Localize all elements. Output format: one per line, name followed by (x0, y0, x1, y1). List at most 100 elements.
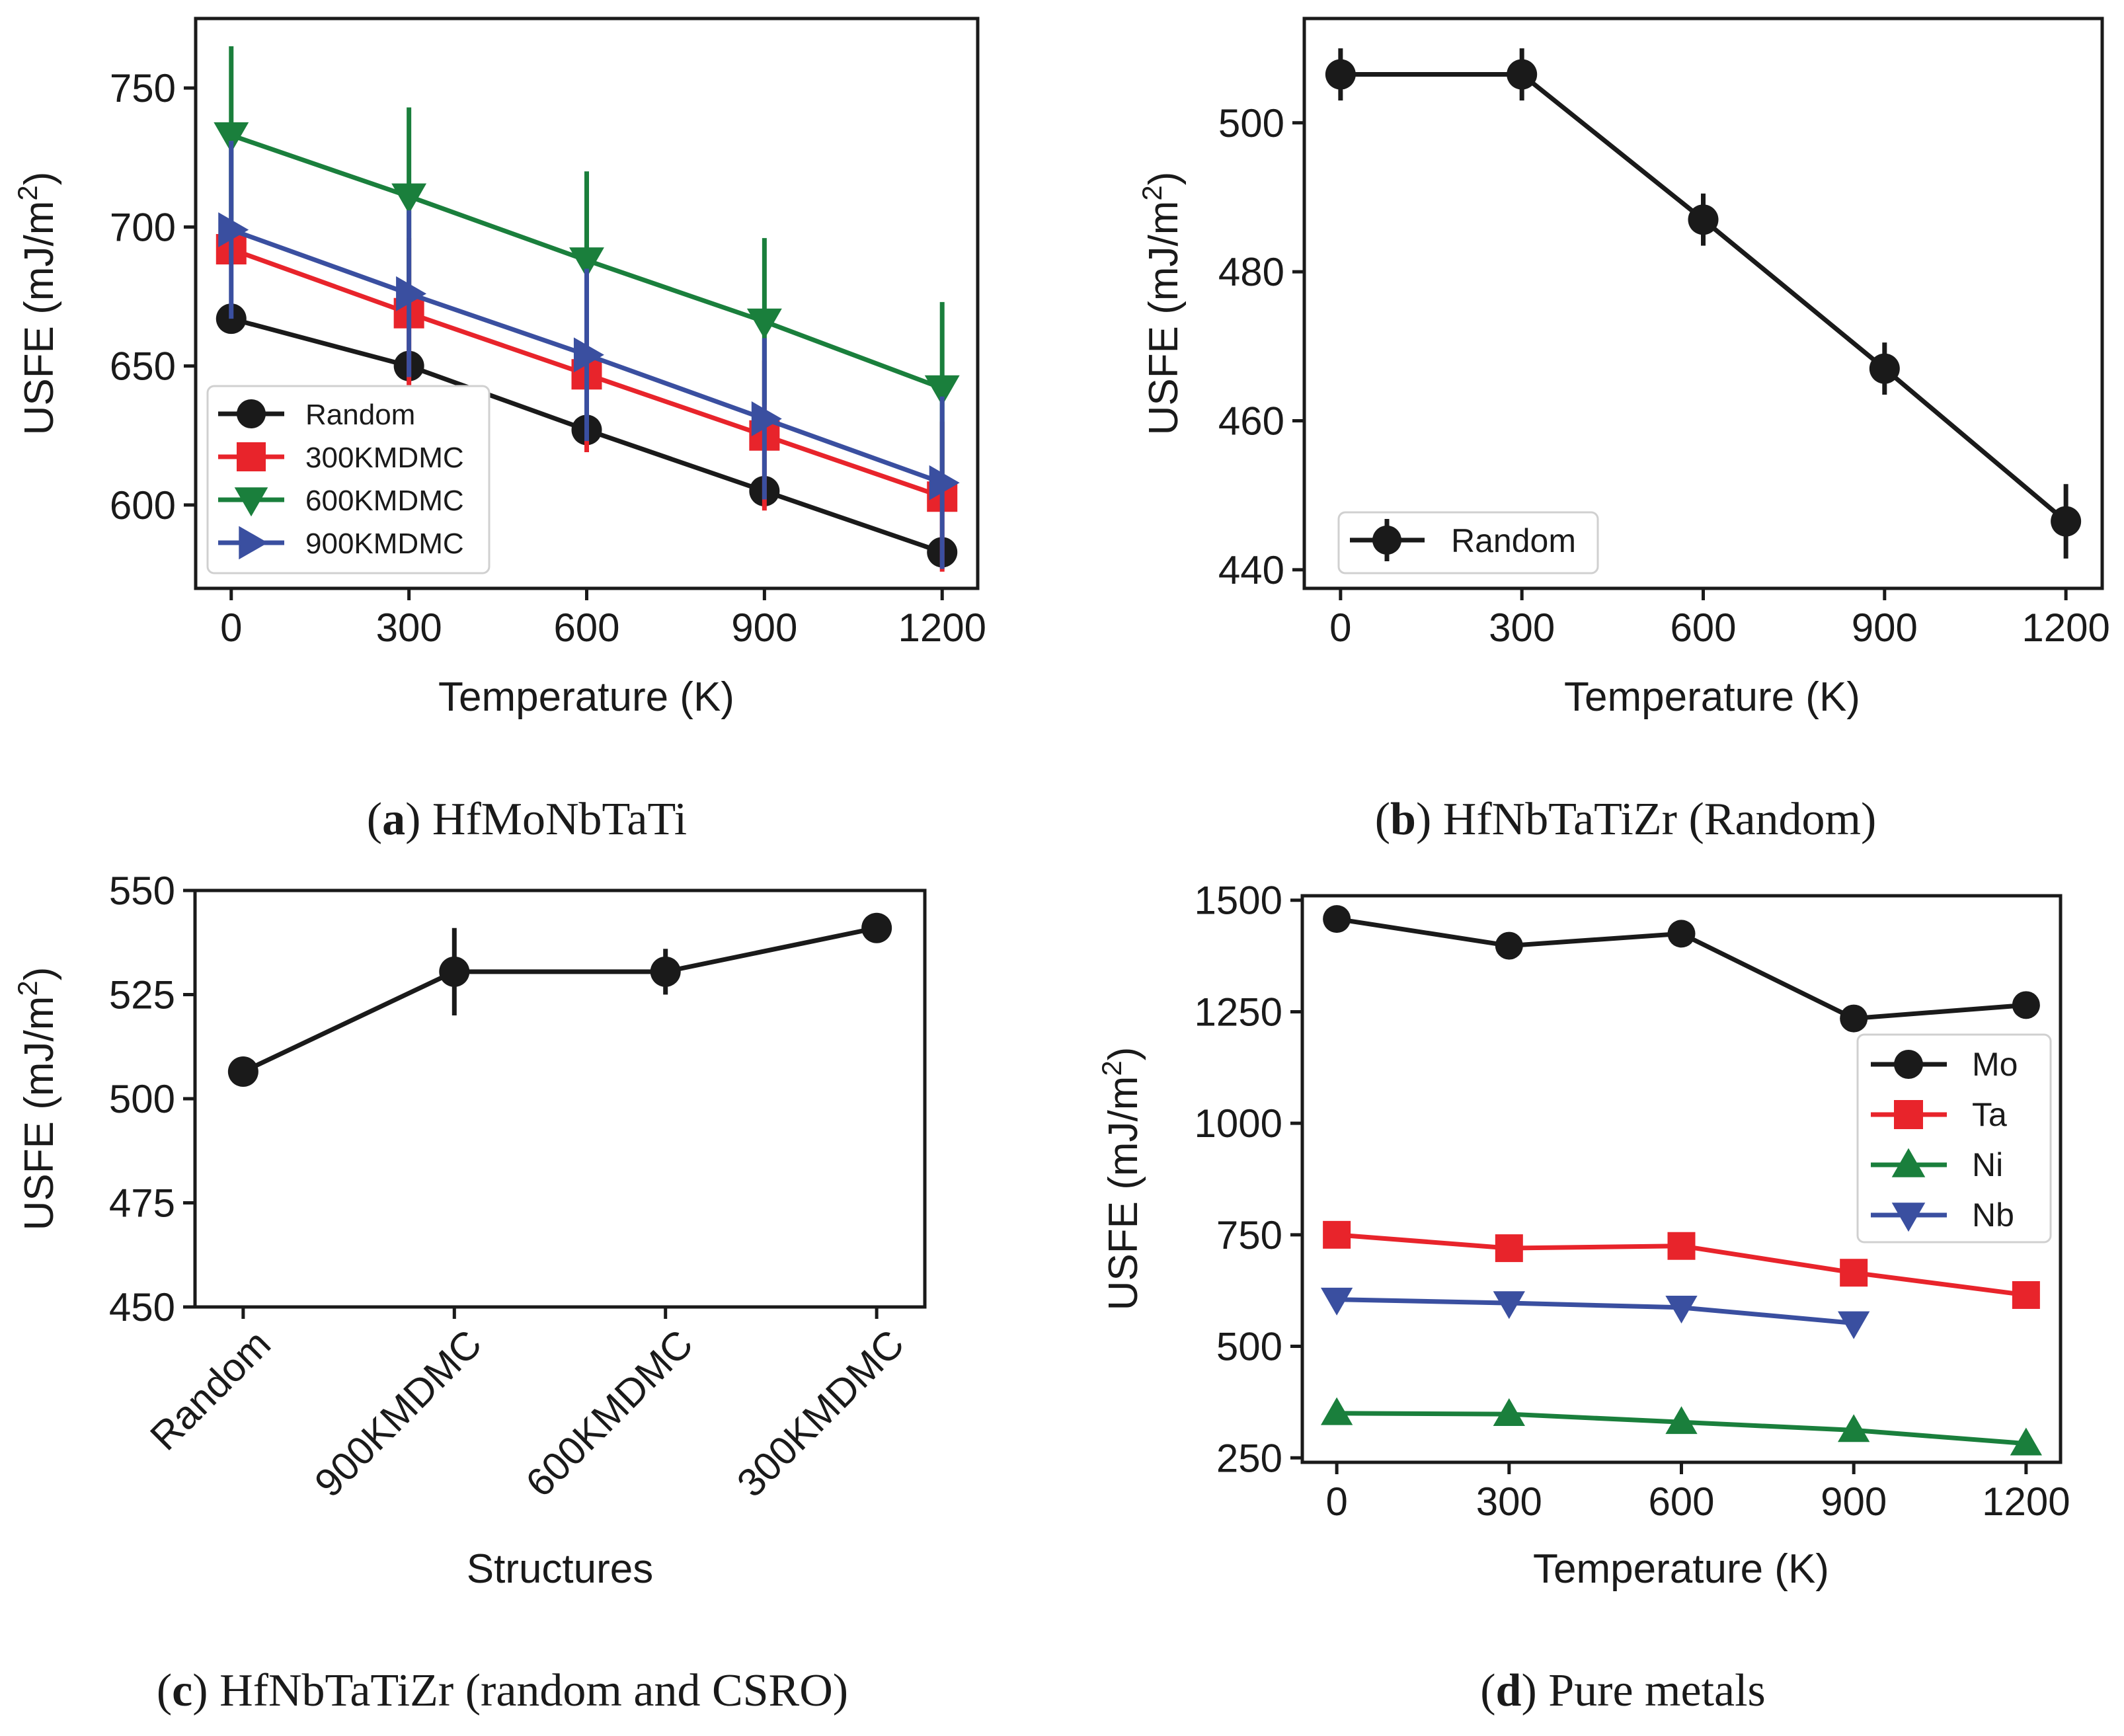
panel-c-point-series-0 (227, 1056, 258, 1087)
panel-a-caption: (a) HfMoNbTaTi (367, 794, 687, 845)
panel-a-xtick-label-0: 0 (220, 606, 242, 650)
panel-a-point-900kmdmc-3 (751, 401, 782, 436)
panel-d-legend-marker-ta (1894, 1100, 1923, 1129)
panel-c-marks: 450 475 500 525 550 Random 900KMDMC 600KMDMC 300… (109, 869, 912, 1505)
panel-d-legend-marker-nb (1891, 1203, 1926, 1232)
panel-b-ytick-label-460: 460 (1218, 399, 1284, 443)
panel-a-point-900kmdmc-0 (218, 212, 249, 248)
panel-a-xtick-label-600: 600 (553, 606, 619, 650)
panel-d-ytick-label-500: 500 (1216, 1325, 1282, 1369)
panel-b-xtick-label-300: 300 (1489, 606, 1555, 650)
panel-a-legend-marker-300kmdmc (237, 442, 266, 471)
panel-a-legend-marker-900kmdmc (239, 526, 268, 560)
panel-a-legend: Random 300KMDMC 600KMDMC 900KMDMC (206, 385, 491, 574)
panel-d-caption-letter: d (1496, 1665, 1522, 1716)
panel-c-line-series (242, 926, 877, 1074)
ylabel-superscript: 2 (12, 980, 43, 996)
panel-d-legend-frame (1856, 1033, 2052, 1243)
ylabel-close: ) (17, 172, 62, 186)
panel-d-point-ta-3 (1840, 1259, 1868, 1287)
ylabel-superscript: 2 (1136, 185, 1167, 200)
panel-a-legend-marker-600kmdmc (234, 487, 268, 517)
ylabel-close: ) (1101, 1047, 1146, 1061)
panel-c-xtick-label-random: Random (141, 1322, 279, 1459)
panel-d-point-ni-3 (1838, 1414, 1870, 1442)
panel-d-xtick-label-600: 600 (1648, 1480, 1714, 1524)
panel-d-ytick-label-1250: 1250 (1195, 990, 1282, 1034)
panel-d-point-mo-2 (1667, 920, 1696, 948)
panel-b-ytick-label-500: 500 (1218, 101, 1284, 145)
panel-d-xtick-label-0: 0 (1325, 1480, 1347, 1524)
panel-d-xtick-label-900: 900 (1821, 1480, 1887, 1524)
panel-d-point-ta-1 (1495, 1234, 1523, 1263)
ylabel-close: ) (17, 967, 62, 981)
panel-d-point-mo-4 (2012, 991, 2040, 1019)
panel-b-caption-letter: b (1390, 794, 1416, 845)
panel-d-point-mo-0 (1323, 905, 1351, 933)
panel-a-point-600kmdmc-0 (214, 122, 249, 153)
panel-a-marks: 600 650 700 750 0 300 600 900 1200 Random 300KMDMC… (110, 46, 986, 650)
panel-d-legend-marker-mo (1894, 1050, 1923, 1079)
panel-a-point-900kmdmc-4 (929, 465, 960, 500)
panel-b-point-random-2 (1688, 204, 1719, 235)
panel-c-ytick-label-500: 500 (109, 1077, 175, 1121)
panel-d-point-ta-2 (1667, 1232, 1696, 1260)
panel-a-legend-frame (206, 385, 491, 574)
ylabel-close: ) (1141, 172, 1187, 186)
panel-a-ylabel: USFE (mJ/m2) (12, 172, 62, 436)
panel-b-plot-frame (1302, 17, 2104, 590)
panel-a-legend-label-900kmdmc: 900KMDMC (305, 528, 464, 560)
ylabel-main: USFE (mJ/m (1141, 201, 1187, 436)
panel-d-legend: Mo Ta Ni Nb (1856, 1033, 2052, 1243)
panel-a-xtick-label-1200: 1200 (898, 606, 986, 650)
panel-d-point-ni-2 (1665, 1406, 1698, 1435)
panel-b-ylabel: USFE (mJ/m2) (1136, 172, 1187, 436)
panel-d-point-mo-1 (1495, 931, 1523, 960)
panel-d-legend-label-ni: Ni (1972, 1146, 2003, 1183)
panel-a-point-600kmdmc-1 (391, 183, 427, 214)
panel-d-ytick-label-750: 750 (1216, 1213, 1282, 1257)
panel-d-marks: 250 500 750 1000 1250 1500 0 300 600 900 1200 Mo Ta N… (1195, 879, 2070, 1524)
panel-d-caption-text: Pure metals (1548, 1665, 1766, 1716)
panel-b-point-random-3 (1869, 353, 1900, 384)
panel-a-ytick-label-650: 650 (110, 344, 176, 389)
panel-c-xtick-label-900kmdmc: 900KMDMC (306, 1322, 490, 1505)
panel-b-point-random-4 (2051, 506, 2082, 537)
panel-d-legend-marker-ni (1891, 1148, 1926, 1177)
panel-b-xtick-label-600: 600 (1670, 606, 1736, 650)
panel-b: 440 460 480 500 0 300 600 900 1200 Random Tempera… (1136, 17, 2110, 845)
panel-a-ytick-label-600: 600 (110, 483, 176, 528)
ylabel-main: USFE (mJ/m (1101, 1076, 1146, 1311)
panel-a-xlabel: Temperature (K) (438, 674, 734, 720)
panel-d-point-nb-0 (1320, 1287, 1353, 1316)
panel-d-point-ni-1 (1493, 1398, 1525, 1426)
panel-a-ytick-label-750: 750 (110, 66, 176, 110)
panel-a-caption-text: HfMoNbTaTi (432, 794, 687, 845)
panel-b-xtick-label-900: 900 (1852, 606, 1918, 650)
panel-b-marks: 440 460 480 500 0 300 600 900 1200 Random (1218, 48, 2110, 650)
ylabel-main: USFE (mJ/m (17, 201, 62, 436)
panel-c-point-series-3 (861, 912, 892, 943)
panel-c-point-series-2 (650, 956, 681, 987)
panel-c-ytick-label-525: 525 (109, 973, 175, 1017)
panel-a-legend-label-300kmdmc: 300KMDMC (305, 442, 464, 474)
panel-d-legend-label-ta: Ta (1972, 1096, 2007, 1133)
panel-a-legend-marker-random (237, 399, 266, 428)
panel-b-xtick-label-0: 0 (1329, 606, 1351, 650)
panel-d-point-nb-3 (1838, 1311, 1870, 1339)
panel-a-point-600kmdmc-4 (924, 375, 960, 406)
panel-b-point-random-1 (1507, 59, 1538, 90)
panel-b-ytick-label-440: 440 (1218, 548, 1284, 592)
panel-a-ytick-label-700: 700 (110, 205, 176, 249)
panel-b-xlabel: Temperature (K) (1564, 674, 1860, 720)
ylabel-superscript: 2 (1096, 1060, 1127, 1076)
panel-d-ytick-label-1000: 1000 (1195, 1101, 1282, 1146)
panel-d-legend-label-nb: Nb (1972, 1197, 2014, 1234)
panel-c-xtick-label-600kmdmc: 600KMDMC (517, 1322, 701, 1505)
panel-d-ylabel: USFE (mJ/m2) (1096, 1047, 1146, 1311)
panel-a-point-600kmdmc-2 (569, 247, 604, 278)
panel-c-ytick-label-450: 450 (109, 1285, 175, 1329)
panel-b-legend-frame (1337, 511, 1599, 574)
panel-b-legend: Random (1337, 511, 1599, 574)
